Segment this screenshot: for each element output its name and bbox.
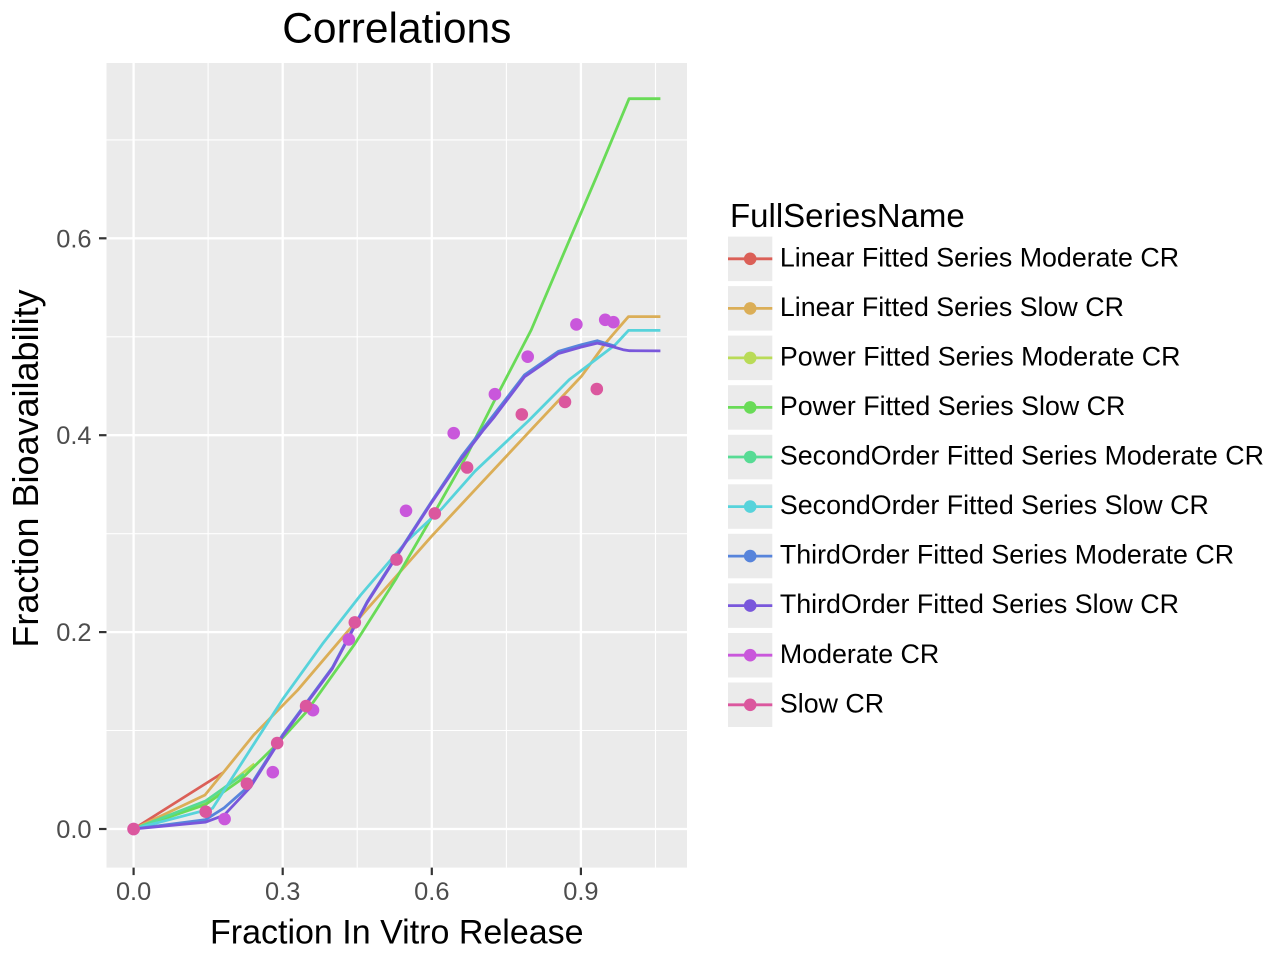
svg-text:0.0: 0.0 <box>56 816 91 844</box>
svg-text:Correlations: Correlations <box>282 5 511 52</box>
svg-text:Power Fitted Series Slow CR: Power Fitted Series Slow CR <box>780 391 1126 421</box>
svg-text:0.9: 0.9 <box>563 878 598 906</box>
svg-text:Fraction In Vitro Release: Fraction In Vitro Release <box>210 914 584 952</box>
svg-text:0.6: 0.6 <box>414 878 449 906</box>
svg-text:ThirdOrder Fitted Series Slow: ThirdOrder Fitted Series Slow CR <box>780 589 1179 619</box>
svg-text:0.4: 0.4 <box>56 422 91 450</box>
svg-text:SecondOrder Fitted Series Mode: SecondOrder Fitted Series Moderate CR <box>780 441 1264 471</box>
svg-text:0.0: 0.0 <box>116 878 151 906</box>
svg-text:Moderate CR: Moderate CR <box>780 639 939 669</box>
svg-text:0.6: 0.6 <box>56 225 91 253</box>
svg-text:Fraction Bioavailability: Fraction Bioavailability <box>5 289 46 647</box>
svg-text:Power Fitted Series Moderate C: Power Fitted Series Moderate CR <box>780 342 1181 372</box>
svg-text:Slow CR: Slow CR <box>780 688 884 718</box>
svg-text:SecondOrder Fitted Series Slow: SecondOrder Fitted Series Slow CR <box>780 490 1209 520</box>
svg-text:Linear Fitted Series Moderate: Linear Fitted Series Moderate CR <box>780 242 1179 272</box>
svg-text:0.3: 0.3 <box>265 878 300 906</box>
svg-text:ThirdOrder Fitted Series Moder: ThirdOrder Fitted Series Moderate CR <box>780 540 1234 570</box>
svg-text:Linear Fitted Series Slow CR: Linear Fitted Series Slow CR <box>780 292 1124 322</box>
svg-text:0.2: 0.2 <box>56 619 91 647</box>
svg-text:FullSeriesName: FullSeriesName <box>730 197 965 234</box>
